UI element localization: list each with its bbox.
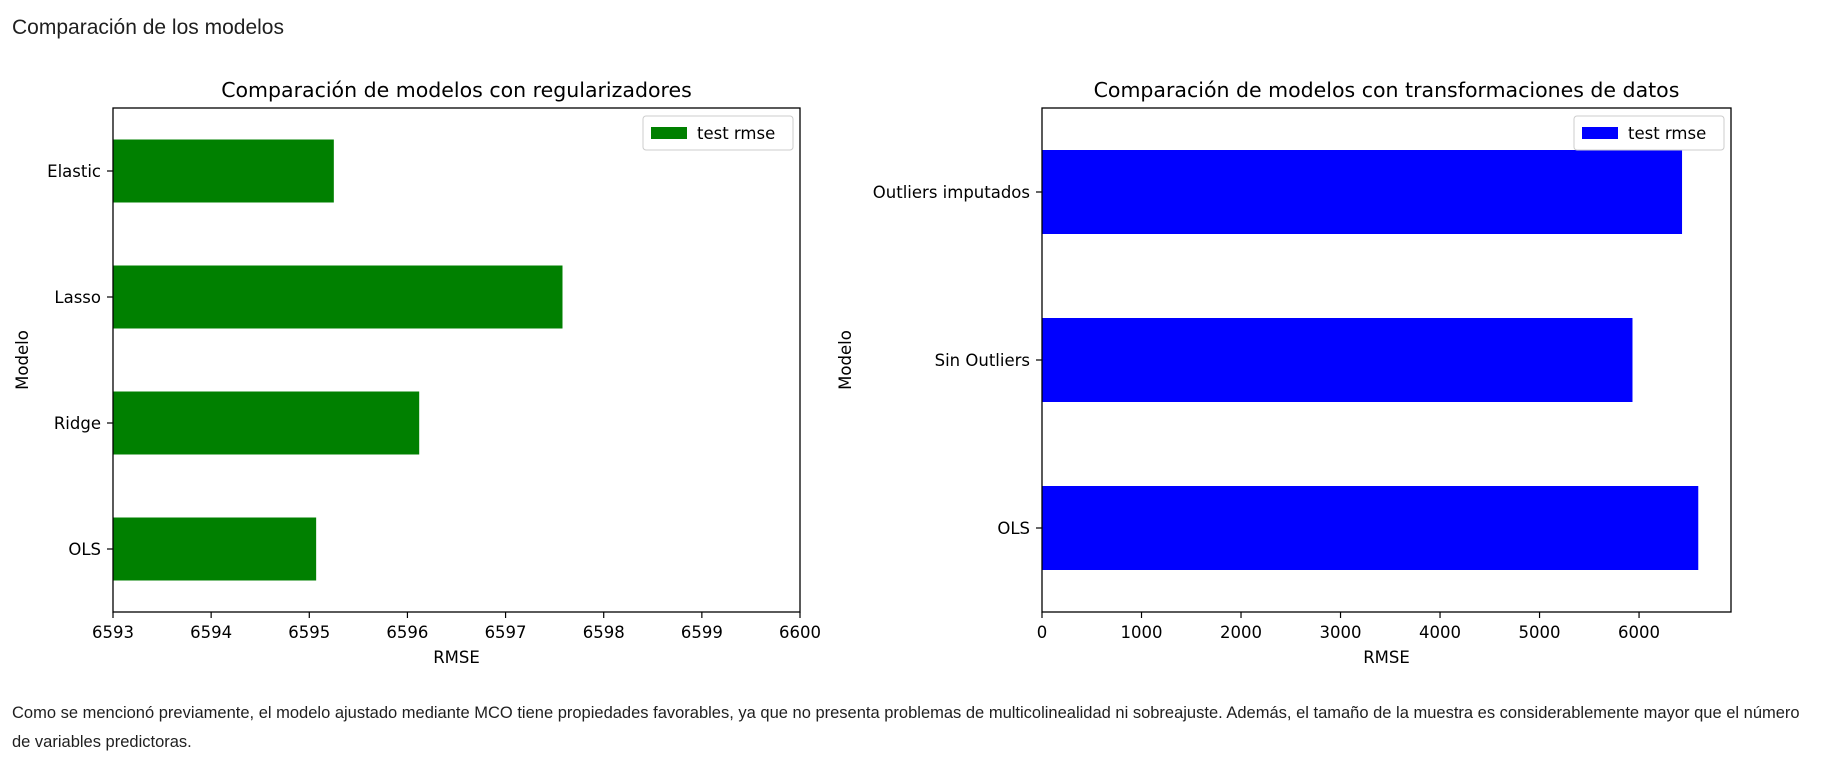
charts-area: OLS Ridge Lasso Elastic 6593 6594 6595 6596 6597… bbox=[0, 64, 1828, 684]
y-axis-label: Modelo bbox=[13, 330, 32, 390]
charts-figure: OLS Ridge Lasso Elastic 6593 6594 6595 6596 6597… bbox=[13, 78, 1732, 667]
bar-elastic bbox=[113, 139, 334, 203]
legend-label: test rmse bbox=[1628, 124, 1706, 143]
y-tick-label: Ridge bbox=[54, 414, 101, 433]
x-tick-label: 3000 bbox=[1320, 623, 1362, 642]
x-tick-label: 6000 bbox=[1618, 623, 1660, 642]
x-tick-label: 6598 bbox=[583, 623, 625, 642]
bar-ols bbox=[113, 517, 317, 581]
x-tick-label: 5000 bbox=[1519, 623, 1561, 642]
bar-sin-outliers bbox=[1042, 318, 1633, 402]
legend: test rmse bbox=[1573, 115, 1725, 151]
x-tick-label: 6593 bbox=[92, 623, 134, 642]
chart-2: OLS Sin Outliers Outliers imputados 0 1000 20… bbox=[836, 78, 1732, 667]
x-axis-label: RMSE bbox=[1363, 648, 1410, 667]
chart-1: OLS Ridge Lasso Elastic 6593 6594 6595 6596 6597… bbox=[13, 78, 821, 667]
x-tick-label: 2000 bbox=[1220, 623, 1262, 642]
x-axis-label: RMSE bbox=[433, 648, 480, 667]
y-tick-label: OLS bbox=[68, 540, 101, 559]
chart-title: Comparación de modelos con transformacio… bbox=[1094, 78, 1680, 102]
legend-box bbox=[642, 115, 794, 151]
y-tick-label: Lasso bbox=[54, 288, 101, 307]
legend: test rmse bbox=[642, 115, 794, 151]
legend-box bbox=[1573, 115, 1725, 151]
chart-title: Comparación de modelos con regularizador… bbox=[221, 78, 692, 102]
y-tick-label: Sin Outliers bbox=[935, 351, 1030, 370]
legend-swatch bbox=[651, 127, 687, 139]
y-tick-label: Elastic bbox=[47, 162, 101, 181]
legend-label: test rmse bbox=[697, 124, 775, 143]
bar-lasso bbox=[113, 265, 563, 329]
x-tick-label: 6594 bbox=[190, 623, 232, 642]
body-paragraph: Como se mencionó previamente, el modelo … bbox=[12, 704, 1800, 751]
y-tick-label: OLS bbox=[997, 519, 1030, 538]
bar-ols bbox=[1042, 486, 1699, 570]
section-heading: Comparación de los modelos bbox=[12, 16, 284, 39]
plot-frame bbox=[112, 107, 801, 613]
plot-frame bbox=[1041, 107, 1732, 613]
y-axis-label: Modelo bbox=[836, 330, 855, 390]
x-tick-label: 0 bbox=[1037, 623, 1048, 642]
x-tick-label: 6595 bbox=[288, 623, 330, 642]
bar-ridge bbox=[113, 391, 420, 455]
x-tick-label: 4000 bbox=[1419, 623, 1461, 642]
x-tick-label: 6596 bbox=[386, 623, 428, 642]
legend-swatch bbox=[1582, 127, 1618, 139]
x-tick-label: 6599 bbox=[681, 623, 723, 642]
x-tick-label: 6597 bbox=[485, 623, 527, 642]
bar-outliers-imputados bbox=[1042, 150, 1683, 234]
x-tick-label: 1000 bbox=[1121, 623, 1163, 642]
x-tick-label: 6600 bbox=[779, 623, 821, 642]
y-tick-label: Outliers imputados bbox=[873, 183, 1030, 202]
